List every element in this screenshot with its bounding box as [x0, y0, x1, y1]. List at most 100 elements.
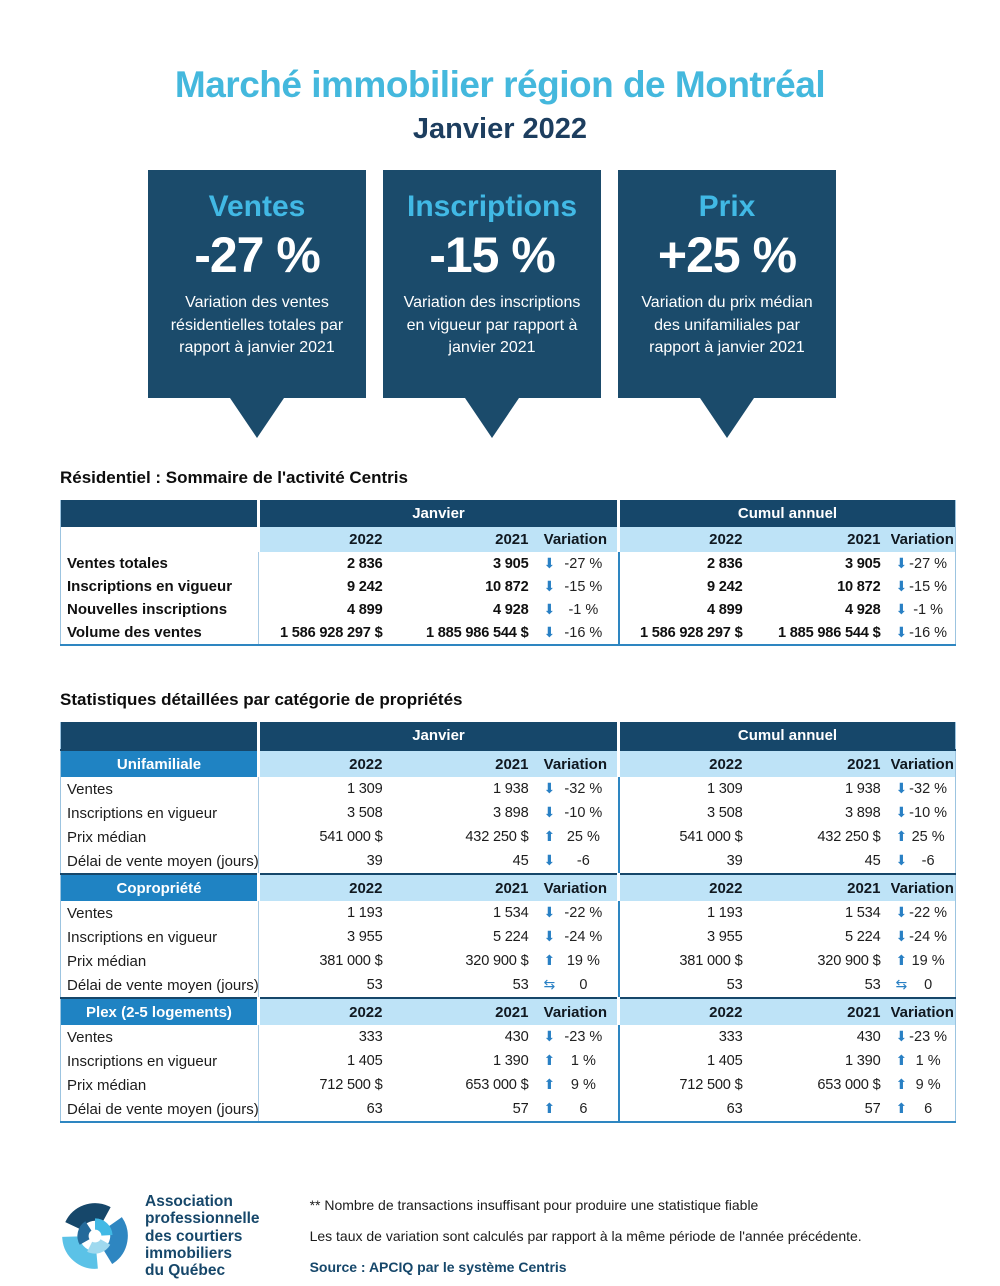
up-arrow-icon: ⬆ — [543, 953, 556, 969]
down-arrow-icon: ⬇ — [543, 1029, 556, 1045]
row-label: Inscriptions en vigueur — [67, 1052, 218, 1070]
table-row: Prix médian 381 000 $320 900 $ ⬆ 19 % 381 00… — [61, 949, 956, 973]
table-row: Ventes 1 193 1 534 ⬇ -22 % 1 193 1 534 ⬇ -22 % — [61, 901, 956, 925]
column-header: Variation — [890, 750, 956, 777]
variation-cell: ⬆ 1 % — [891, 1049, 956, 1073]
no-change-icon: ⇆ — [543, 977, 556, 993]
footnotes: ** Nombre de transactions insuffisant po… — [310, 1193, 862, 1275]
variation-cell: ⬇ -23 % — [539, 1025, 619, 1049]
column-header: Variation — [538, 998, 619, 1025]
variation: ⬇ -15 % — [539, 579, 618, 595]
row-label: Inscriptions en vigueur — [67, 578, 233, 595]
table-row: Prix médian 541 000 $432 250 $ ⬆ 25 % 541 00… — [61, 825, 956, 849]
down-arrow-icon: ⬇ — [543, 601, 556, 618]
up-arrow-icon: ⬆ — [895, 1077, 908, 1093]
value-2022: 541 000 $ — [258, 825, 393, 849]
value-2022: 9 242 — [258, 575, 393, 598]
up-arrow-icon: ⬆ — [543, 829, 556, 845]
variation: ⬆ 19 % — [891, 953, 956, 969]
row-label: Prix médian — [67, 952, 147, 970]
value-2021: 1 534 — [844, 905, 881, 921]
variation-cell: ⬆ 6 — [539, 1097, 619, 1122]
variation-value: 0 — [924, 977, 933, 993]
variation-cell: ⬇ -6 — [891, 849, 956, 874]
down-arrow-icon: ⬇ — [895, 781, 908, 797]
page-title: Marché immobilier région de Montréal — [174, 64, 826, 105]
value-2021: 3 905 — [844, 555, 881, 572]
table-row: Ventes totales 2 836 3 905 ⬇ -27 % 2 836 3 905… — [61, 552, 956, 575]
variation-cell: ⇆ 0 — [891, 973, 956, 998]
source-line: Source : APCIQ par le système Centris — [309, 1259, 567, 1275]
down-arrow-icon: ⬇ — [895, 601, 908, 618]
column-header: Variation — [538, 874, 619, 901]
down-arrow-icon: ⬇ — [895, 578, 908, 595]
value-2021: 4 928 — [844, 601, 881, 618]
col-header-variation: Variation — [538, 527, 619, 552]
callout-inscriptions: Inscriptions -15 % Variation des inscrip… — [383, 170, 601, 438]
category-header-row: Plex (2-5 logements) 2022 2021 Variation 202… — [60, 998, 956, 1025]
value-2022: 381 000 $ — [258, 949, 393, 973]
variation-cell: ⬇ -27 % — [539, 552, 619, 575]
variation-value: -24 % — [909, 929, 948, 945]
variation-cell: ⬇ -15 % — [891, 575, 956, 598]
table-row: Inscriptions en vigueur 3 508 3 898 ⬇ -10 % 3… — [61, 801, 956, 825]
detail-section: Statistiques détaillées par catégorie de… — [60, 690, 1000, 1123]
callout-pointer — [230, 398, 284, 438]
variation-cell: ⬇ -15 % — [539, 575, 619, 598]
table-row: Ventes 333 430 ⬇ -23 % 333 430 ⬇ -23 % — [61, 1025, 956, 1049]
group-header-row: Janvier Cumul annuel — [60, 722, 956, 750]
variation-value: -23 % — [564, 1029, 603, 1045]
variation: ⬇ -1 % — [891, 602, 956, 618]
value-2021: 1 885 986 544 $ — [778, 624, 881, 641]
category-name: Unifamiliale — [60, 750, 259, 777]
callout-description: Variation du prix médian des unifamilial… — [641, 294, 813, 357]
variation-value: 6 — [579, 1101, 588, 1117]
down-arrow-icon: ⬇ — [895, 905, 908, 921]
value-2021: 653 000 $ — [465, 1077, 529, 1093]
row-label: Délai de vente moyen (jours) — [67, 1100, 259, 1118]
variation-value: 25 % — [911, 829, 945, 845]
variation-value: -32 % — [564, 781, 603, 797]
variation: ⬇ -22 % — [539, 905, 618, 921]
variation-value: 19 % — [566, 953, 600, 969]
variation-cell: ⬆ 25 % — [539, 825, 619, 849]
down-arrow-icon: ⬇ — [895, 929, 908, 945]
table-row: Inscriptions en vigueur 3 955 5 224 ⬇ -24 % 3… — [61, 925, 956, 949]
table-row: Prix médian 712 500 $ 653 000 $ ⬆ 9 % 712 500… — [61, 1073, 956, 1097]
callout-value: -27 % — [194, 227, 321, 283]
down-arrow-icon: ⬇ — [543, 555, 556, 572]
value-2021: 1 390 — [844, 1053, 881, 1069]
variation-value: -22 % — [909, 905, 948, 921]
report-header: Marché immobilier région de Montréal Jan… — [0, 0, 1000, 146]
variation-value: -15 % — [909, 578, 948, 595]
value-2022: 39 — [617, 849, 753, 874]
variation-value: -10 % — [909, 805, 948, 821]
variation-cell: ⬆ 1 % — [539, 1049, 619, 1073]
callout-pointer — [700, 398, 754, 438]
up-arrow-icon: ⬆ — [895, 1053, 908, 1069]
variation-cell: ⬆ 19 % — [891, 949, 956, 973]
variation-value: -1 % — [913, 601, 944, 618]
variation: ⇆ 0 — [539, 977, 618, 993]
callout-label: Inscriptions — [406, 190, 578, 223]
down-arrow-icon: ⬇ — [895, 853, 908, 869]
value-2022: 541 000 $ — [617, 825, 753, 849]
variation-value: -27 % — [909, 555, 948, 572]
value-2021: 57 — [864, 1101, 881, 1117]
value-2022: 1 405 — [258, 1049, 393, 1073]
variation-value: -6 — [576, 853, 590, 869]
row-label: Inscriptions en vigueur — [67, 804, 218, 822]
variation-value: 1 % — [570, 1053, 596, 1069]
table-row: Inscriptions en vigueur 9 242 10 872 ⬇ -15 %… — [61, 575, 956, 598]
up-arrow-icon: ⬆ — [895, 1101, 908, 1117]
value-2021: 320 900 $ — [817, 953, 881, 969]
variation: ⬇ -16 % — [539, 625, 618, 641]
callout-boxes: Ventes -27 % Variation des ventes réside… — [148, 170, 1000, 438]
value-2022: 53 — [617, 973, 753, 998]
column-header: 2021 — [752, 750, 891, 777]
column-header: 2021 — [752, 874, 891, 901]
value-2022: 1 309 — [617, 777, 753, 801]
apciq-logo-text: Association professionnelle des courtier… — [145, 1193, 260, 1280]
variation: ⬆ 6 — [539, 1101, 618, 1117]
variation: ⬇ -23 % — [539, 1029, 618, 1045]
